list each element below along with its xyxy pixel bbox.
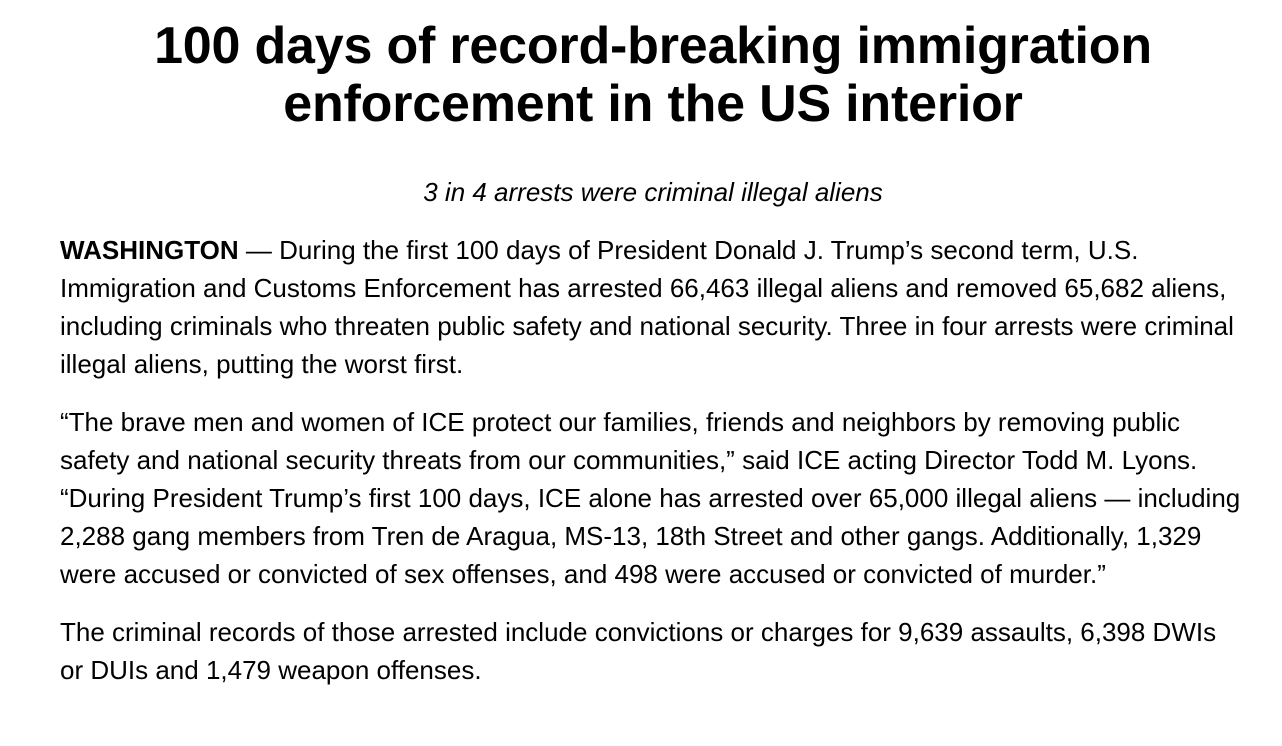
paragraph-1-text: — During the first 100 days of President… bbox=[60, 235, 1234, 379]
article-paragraph-2: “The brave men and women of ICE protect … bbox=[60, 407, 1241, 589]
article-paragraph-1: WASHINGTON — During the first 100 days o… bbox=[60, 231, 1246, 383]
dateline: WASHINGTON bbox=[60, 235, 239, 265]
article-paragraph-3: The criminal records of those arrested i… bbox=[60, 617, 1217, 685]
article-subtitle: 3 in 4 arrests were criminal illegal ali… bbox=[423, 177, 883, 207]
article-title: 100 days of record-breaking immigration … bbox=[154, 17, 1152, 133]
